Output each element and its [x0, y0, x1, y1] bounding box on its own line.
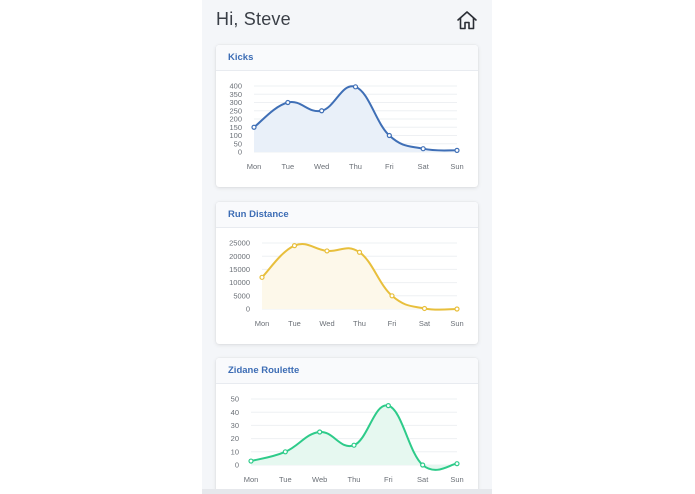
data-point[interactable]: [285, 99, 291, 106]
data-point[interactable]: [386, 132, 392, 139]
y-tick-label: 50: [234, 139, 242, 148]
x-tick-label: Web: [312, 475, 327, 484]
data-point[interactable]: [251, 124, 257, 130]
run-distance-chart: 25000 20000 15000 10000 5000 0 Mon Tue Wed Thu Fri…: [229, 239, 464, 328]
y-tick-label: 20000: [229, 252, 250, 261]
x-tick-label: Thu: [353, 319, 366, 328]
x-tick-label: Mon: [244, 475, 259, 484]
x-tick-label: Thu: [349, 162, 362, 171]
x-tick-label: Wed: [314, 162, 329, 171]
y-tick-label: 10: [231, 447, 239, 456]
y-tick-label: 250: [229, 106, 242, 115]
series-area: [262, 244, 457, 310]
data-point[interactable]: [421, 305, 428, 312]
data-point[interactable]: [385, 403, 391, 409]
x-tick-label: Tue: [288, 319, 301, 328]
x-tick-label: Fri: [385, 162, 394, 171]
x-tick-label: Sat: [417, 475, 429, 484]
data-point[interactable]: [454, 306, 460, 312]
card-header: Run Distance: [216, 202, 478, 228]
run-distance-card: Run Distance 25000 20000 15000 10000 5000 0 Mo…: [216, 202, 478, 344]
card-title: Run Distance: [228, 209, 289, 220]
x-tick-label: Wed: [319, 319, 334, 328]
y-tick-label: 300: [229, 98, 242, 107]
x-tick-label: Sat: [418, 162, 430, 171]
y-tick-label: 10000: [229, 278, 250, 287]
y-tick-label: 0: [246, 305, 250, 314]
zidane-roulette-chart: 50 40 30 20 10 0 Mon Tue Web Thu Fri Sat Sun: [231, 395, 464, 484]
x-tick-label: Mon: [247, 162, 262, 171]
kicks-card: Kicks 400 350 300 250 200 150 100 50 0 Mon Tue Wed T…: [216, 45, 478, 187]
data-point[interactable]: [317, 429, 323, 435]
x-tick-label: Fri: [388, 319, 397, 328]
y-tick-label: 100: [229, 131, 242, 140]
data-point[interactable]: [351, 442, 357, 448]
y-tick-label: 200: [229, 115, 242, 124]
x-tick-label: Sun: [450, 319, 463, 328]
y-tick-label: 25000: [229, 239, 250, 248]
y-tick-label: 20: [231, 434, 239, 443]
y-tick-label: 30: [231, 421, 239, 430]
card-header: Kicks: [216, 45, 478, 71]
horizontal-scrollbar[interactable]: [202, 489, 492, 494]
data-point[interactable]: [319, 108, 325, 114]
app-screen: Hi, Steve Kicks 400 350 300 250 200 150 100 50 0…: [202, 0, 492, 494]
app-header: Hi, Steve: [202, 0, 492, 42]
data-point[interactable]: [291, 243, 298, 249]
y-tick-label: 400: [229, 82, 242, 91]
x-tick-label: Sat: [419, 319, 431, 328]
y-tick-label: 150: [229, 123, 242, 132]
y-tick-label: 15000: [229, 265, 250, 274]
y-tick-label: 0: [235, 461, 239, 470]
greeting-text: Hi, Steve: [216, 9, 291, 29]
data-point[interactable]: [259, 274, 265, 280]
data-point[interactable]: [248, 458, 254, 464]
series-area: [254, 86, 457, 152]
x-tick-label: Thu: [348, 475, 361, 484]
y-tick-label: 50: [231, 395, 239, 404]
card-title: Kicks: [228, 52, 254, 63]
data-point[interactable]: [420, 146, 426, 152]
x-tick-label: Tue: [279, 475, 292, 484]
card-title: Zidane Roulette: [228, 365, 300, 376]
y-tick-label: 5000: [233, 291, 250, 300]
card-header: Zidane Roulette: [216, 358, 478, 384]
data-point[interactable]: [324, 248, 330, 254]
zidane-roulette-card: Zidane Roulette 50 40 30 20 10 0 Mon Tue Web Thu F…: [216, 358, 478, 494]
data-point[interactable]: [454, 461, 460, 467]
data-point[interactable]: [282, 449, 288, 455]
x-tick-label: Mon: [255, 319, 270, 328]
series-area: [251, 405, 457, 470]
x-tick-label: Sun: [450, 475, 463, 484]
data-point[interactable]: [420, 462, 426, 468]
home-icon[interactable]: [456, 9, 478, 31]
y-tick-label: 350: [229, 90, 242, 99]
data-point[interactable]: [356, 249, 363, 255]
x-tick-label: Tue: [282, 162, 295, 171]
data-point[interactable]: [389, 293, 395, 299]
y-tick-label: 40: [231, 408, 239, 417]
data-point[interactable]: [352, 84, 359, 90]
y-tick-label: 0: [238, 148, 242, 157]
data-point[interactable]: [454, 147, 460, 153]
x-tick-label: Sun: [450, 162, 463, 171]
x-tick-label: Fri: [384, 475, 393, 484]
